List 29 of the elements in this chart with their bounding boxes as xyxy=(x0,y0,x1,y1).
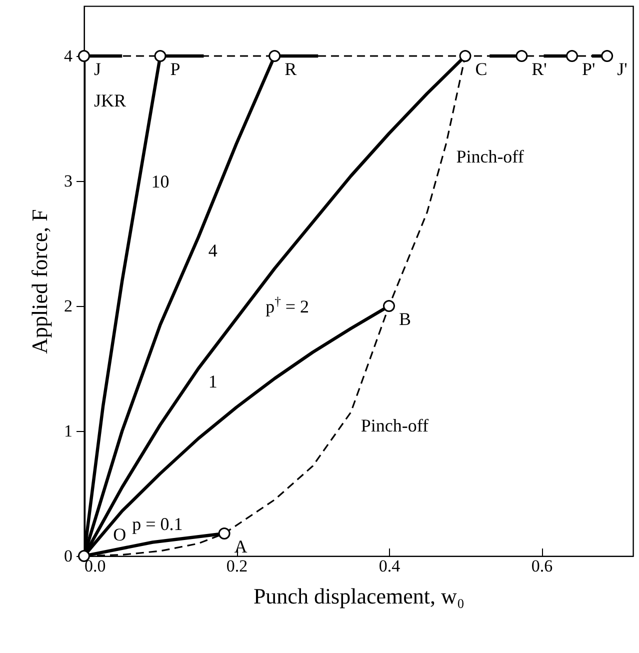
annotation: R' xyxy=(532,59,547,79)
annotation: B xyxy=(399,309,412,329)
annotation: J xyxy=(94,59,102,79)
y-tick-label: 2 xyxy=(64,296,72,316)
annotation: Pinch-off xyxy=(456,146,524,166)
annotation: C xyxy=(475,59,488,79)
annotation: P xyxy=(170,59,180,79)
annotation: O xyxy=(113,524,126,545)
y-tick-label: 1 xyxy=(64,422,72,440)
annotation: A xyxy=(234,536,248,556)
annotation: R xyxy=(284,59,297,79)
annotation: 4 xyxy=(208,240,218,260)
y-axis-title: Applied force, F xyxy=(27,209,52,354)
annotation: p = 0.1 xyxy=(132,514,183,534)
x-tick-label: 0.4 xyxy=(378,556,401,576)
annotation: Pinch-off xyxy=(360,415,429,436)
x-axis-title: Punch displacement, w₀ xyxy=(253,584,465,608)
y-tick-label: 0 xyxy=(64,546,72,566)
x-tick-label: 0.2 xyxy=(226,556,248,576)
y-tick-label: 4 xyxy=(64,46,73,66)
annotation: 10 xyxy=(151,172,170,192)
x-tick-label: 0.6 xyxy=(531,556,553,576)
x-tick-label: 0.0 xyxy=(84,556,106,576)
annotation: 1 xyxy=(208,372,218,392)
annotation: JKR xyxy=(94,90,126,110)
annotation: P' xyxy=(582,59,596,79)
y-tick-label: 3 xyxy=(64,172,72,190)
annotation: J' xyxy=(617,59,628,79)
annotation: p$^{†}$ = 2 xyxy=(266,294,310,316)
